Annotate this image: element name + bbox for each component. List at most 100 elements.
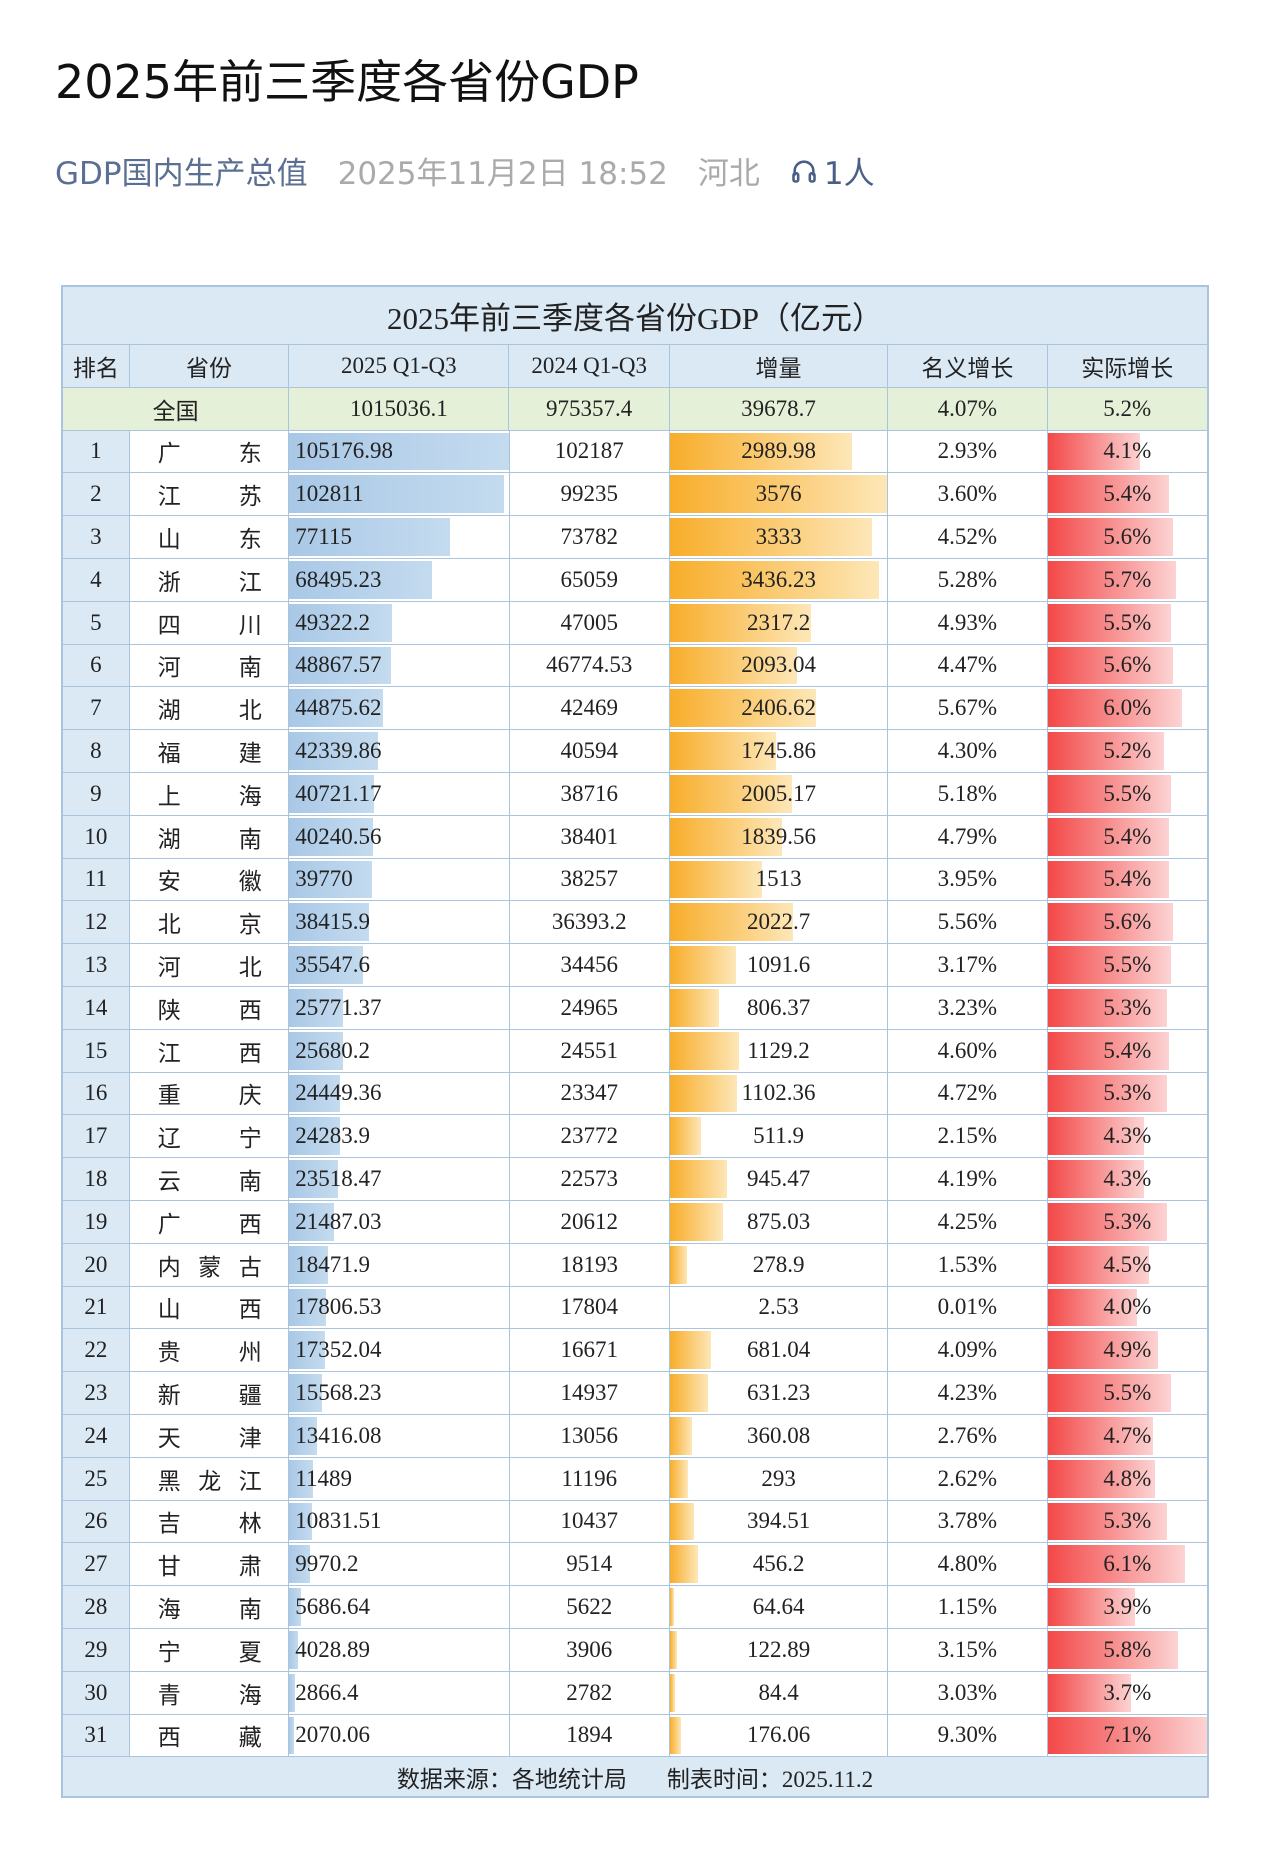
listen-button[interactable]: 1人 [790, 148, 875, 193]
province-cell: 上海 [128, 772, 289, 815]
national-real: 5.2% [1046, 387, 1207, 430]
nominal-growth-cell: 4.47% [887, 644, 1046, 687]
table-title: 2025年前三季度各省份GDP（亿元） [63, 287, 1207, 344]
nominal-growth-cell: 9.30% [887, 1714, 1046, 1757]
province-cell: 西藏 [128, 1714, 289, 1757]
rank-cell: 6 [63, 644, 129, 687]
data-bar [669, 1117, 702, 1156]
real-growth-cell: 4.3% [1046, 1115, 1207, 1158]
gdp-2025-cell: 2866.4 [288, 1671, 508, 1714]
increase-cell: 1839.56 [668, 815, 887, 858]
nominal-growth-cell: 2.62% [887, 1457, 1046, 1500]
rank-cell: 5 [63, 601, 129, 644]
nominal-growth-cell: 2.76% [887, 1414, 1046, 1457]
increase-cell: 1513 [668, 858, 887, 901]
gdp-2025-cell: 77115 [288, 516, 508, 558]
gdp-2025-cell: 42339.86 [288, 730, 508, 772]
province-name: 河南 [157, 655, 262, 681]
real-growth-cell: 3.7% [1046, 1671, 1207, 1714]
data-source: 数据来源：各地统计局 [396, 1766, 627, 1792]
nominal-growth-cell: 4.79% [887, 815, 1046, 858]
real-growth-cell: 5.4% [1046, 473, 1207, 516]
real-growth-cell: 3.9% [1046, 1586, 1207, 1628]
rank-cell: 15 [63, 1029, 129, 1072]
gdp-2024-cell: 40594 [508, 730, 669, 772]
table-row: 20 内蒙古 18471.9 18193 278.9 1.53% 4.5% [63, 1242, 1207, 1286]
article-title: 2025年前三季度各省份GDP [55, 55, 639, 109]
data-bar [669, 860, 762, 899]
province-name: 上海 [157, 783, 262, 809]
data-bar [669, 518, 873, 556]
province-cell: 黑龙江 [128, 1457, 289, 1500]
nominal-growth-cell: 4.30% [887, 730, 1046, 772]
province-name: 海南 [157, 1597, 262, 1622]
gdp-2025-cell: 24449.36 [288, 1072, 508, 1115]
gdp-2024-cell: 46774.53 [508, 644, 669, 687]
data-bar [289, 518, 451, 556]
data-bar [1047, 903, 1174, 942]
real-growth-cell: 5.5% [1046, 772, 1207, 815]
author-link[interactable]: GDP国内生产总值 [55, 156, 308, 192]
nominal-growth-cell: 1.15% [887, 1586, 1046, 1628]
real-growth-cell: 4.1% [1046, 430, 1207, 473]
gdp-2024-cell: 9514 [508, 1543, 669, 1586]
real-growth-cell: 5.3% [1046, 1500, 1207, 1543]
data-bar [1047, 603, 1172, 642]
data-bar [1047, 1160, 1145, 1198]
data-bar [289, 1630, 298, 1669]
province-cell: 天津 [128, 1414, 289, 1457]
province-cell: 辽宁 [128, 1115, 289, 1158]
nominal-growth-cell: 4.23% [887, 1372, 1046, 1414]
rank-cell: 29 [63, 1628, 129, 1671]
nominal-growth-cell: 1.53% [887, 1243, 1046, 1286]
province-cell: 四川 [128, 601, 289, 644]
data-bar [1047, 1416, 1154, 1455]
data-bar [289, 817, 374, 856]
real-growth-cell: 5.5% [1046, 601, 1207, 644]
nominal-growth-cell: 5.18% [887, 772, 1046, 815]
province-name: 吉林 [157, 1511, 262, 1537]
table-footer: 数据来源：各地统计局 制表时间：2025.11.2 [63, 1756, 1207, 1797]
province-cell: 山东 [128, 516, 289, 558]
real-growth-cell: 5.5% [1046, 944, 1207, 986]
publish-time: 2025年11月2日 18:52 [337, 156, 668, 192]
increase-cell: 456.2 [668, 1543, 887, 1586]
data-bar [289, 689, 383, 728]
province-name: 安徽 [157, 869, 262, 895]
data-bar [669, 1074, 737, 1113]
national-gdp2025: 1015036.1 [288, 387, 508, 430]
rank-cell: 31 [63, 1714, 129, 1757]
nominal-growth-cell: 4.25% [887, 1200, 1046, 1243]
increase-cell: 1102.36 [668, 1072, 887, 1115]
data-bar [1047, 1545, 1185, 1584]
province-name: 山东 [157, 527, 262, 553]
data-bar [669, 1331, 712, 1370]
province-cell: 云南 [128, 1158, 289, 1200]
data-bar [289, 1031, 343, 1070]
increase-cell: 176.06 [668, 1714, 887, 1757]
data-bar [1047, 1502, 1167, 1541]
data-bar [1047, 1202, 1167, 1241]
province-cell: 广西 [128, 1200, 289, 1243]
province-name: 甘肃 [157, 1554, 262, 1580]
nominal-growth-cell: 3.95% [887, 858, 1046, 901]
data-bar [1047, 774, 1172, 813]
gdp-2025-cell: 44875.62 [288, 687, 508, 730]
data-bar [669, 903, 793, 942]
data-bar [289, 646, 392, 685]
data-bar [669, 560, 879, 599]
rank-cell: 24 [63, 1414, 129, 1457]
increase-cell: 681.04 [668, 1329, 887, 1372]
data-bar [669, 1630, 678, 1669]
increase-cell: 945.47 [668, 1158, 887, 1200]
gdp-2024-cell: 16671 [508, 1329, 669, 1372]
